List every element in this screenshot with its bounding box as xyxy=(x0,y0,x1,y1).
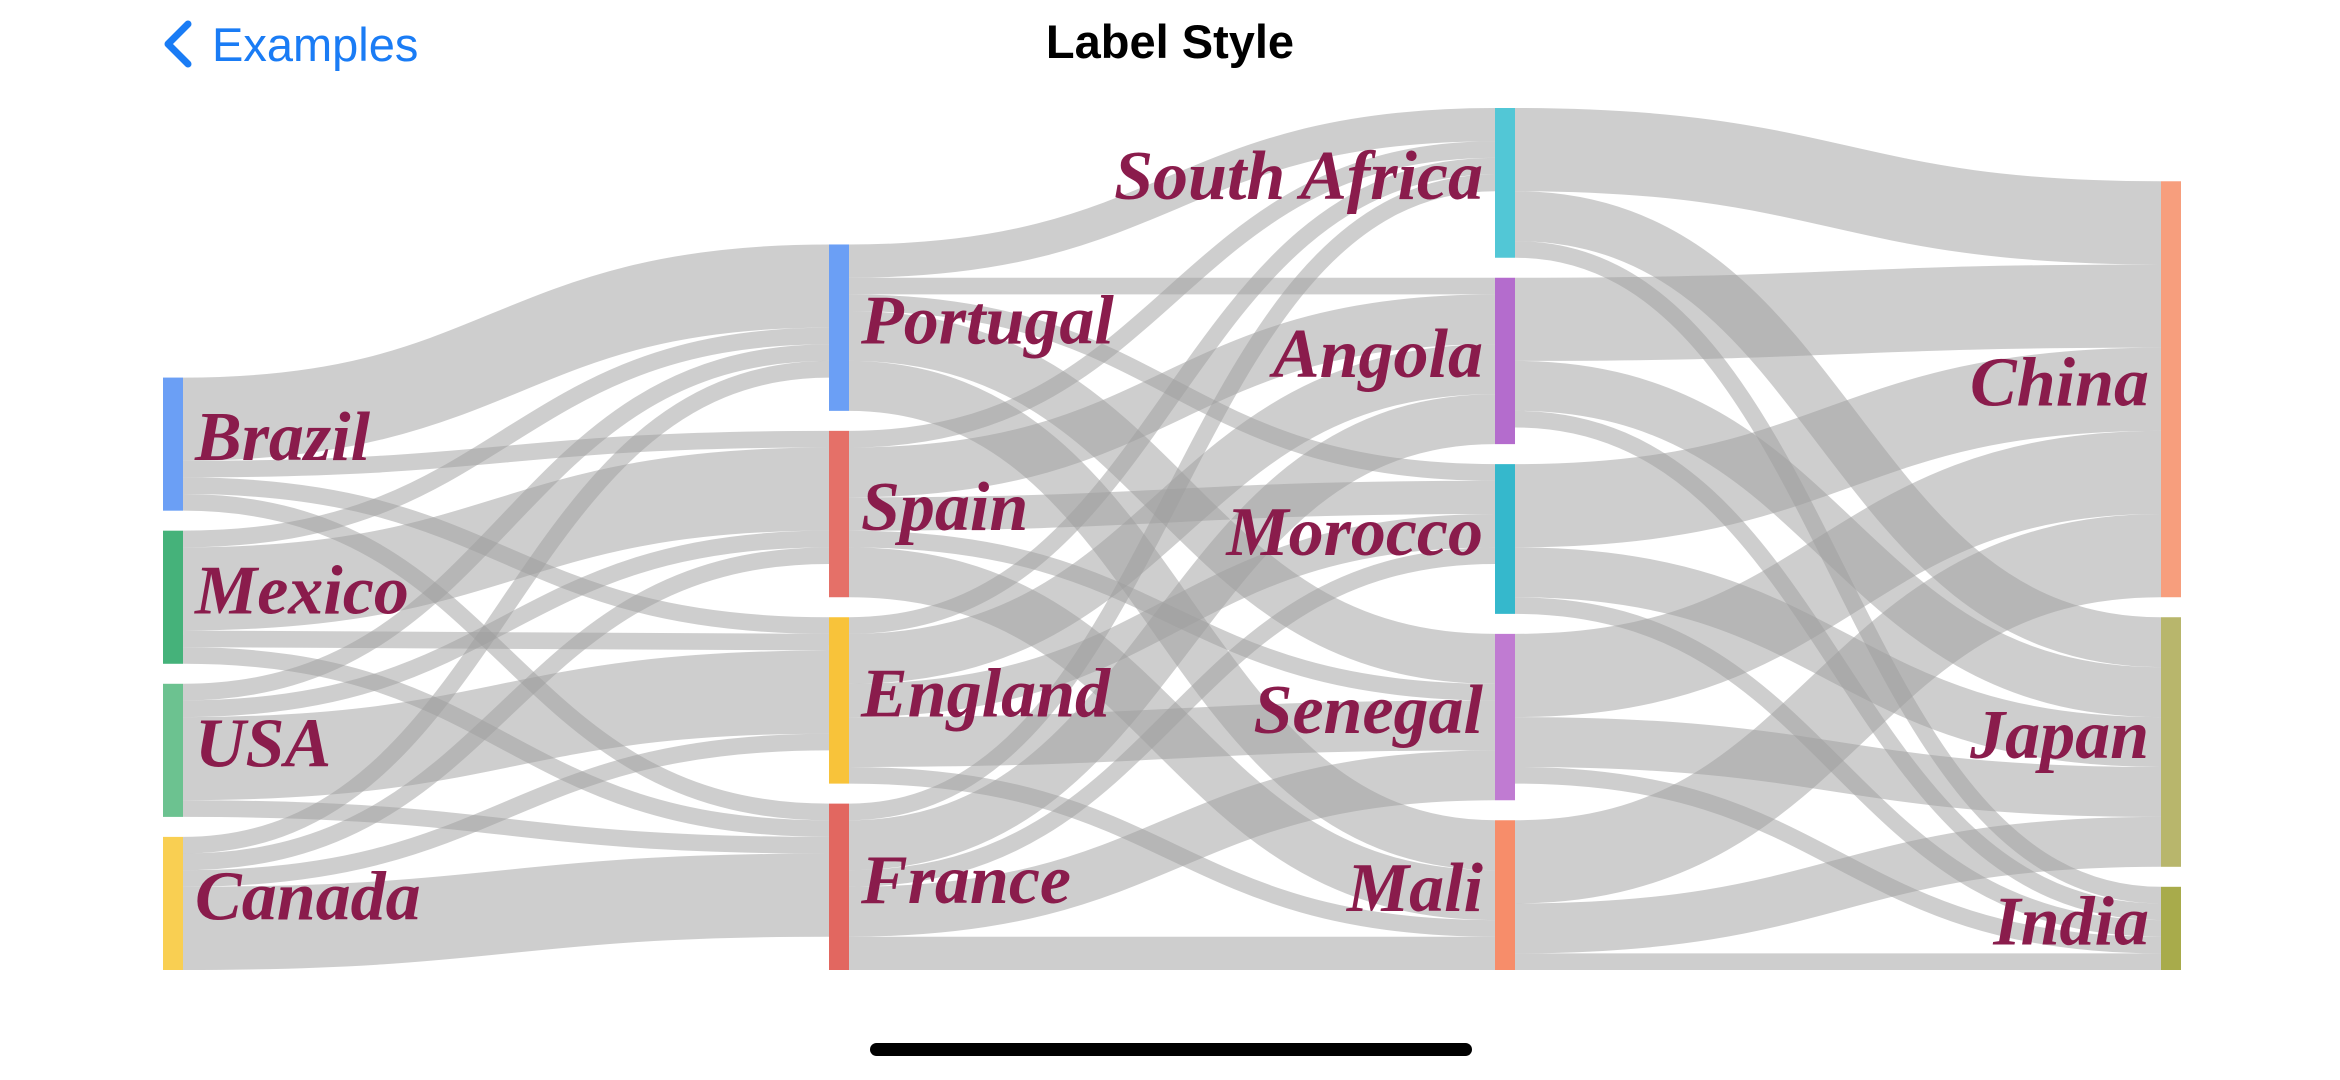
node-label-china: China xyxy=(1970,344,2149,421)
link-mexico-england xyxy=(182,630,830,651)
node-south-africa xyxy=(1495,108,1515,258)
node-label-japan: Japan xyxy=(1969,697,2149,774)
node-japan xyxy=(2161,617,2181,867)
link-canada-france xyxy=(182,853,830,970)
node-england xyxy=(829,617,849,784)
node-label-france: France xyxy=(860,842,1071,919)
node-india xyxy=(2161,886,2181,970)
link-senegal-japan xyxy=(1514,717,2162,817)
node-label-canada: Canada xyxy=(195,859,421,936)
node-label-england: England xyxy=(860,655,1111,732)
node-spain xyxy=(829,430,849,598)
node-label-mexico: Mexico xyxy=(194,552,409,629)
node-france xyxy=(829,803,849,970)
node-morocco xyxy=(1495,464,1515,614)
link-senegal-china xyxy=(1514,430,2162,718)
link-usa-england xyxy=(182,650,830,801)
link-canada-england xyxy=(182,733,830,887)
back-label: Examples xyxy=(212,17,419,71)
chevron-left-icon xyxy=(164,20,192,68)
node-label-mali: Mali xyxy=(1346,850,1484,927)
link-canada-spain xyxy=(182,547,830,871)
node-usa xyxy=(163,683,183,817)
link-angola-china xyxy=(1514,264,2162,361)
link-brazil-portugal xyxy=(182,244,830,461)
link-france-senegal xyxy=(848,750,1496,937)
links-layer xyxy=(182,107,2162,971)
link-canada-portugal xyxy=(182,360,830,854)
node-label-spain: Spain xyxy=(861,469,1028,546)
node-mexico xyxy=(163,530,183,664)
link-south-africa-china xyxy=(1514,108,2162,265)
home-indicator[interactable] xyxy=(870,1043,1472,1056)
labels-layer: Brazil Mexico USA Canada Portugal Spain Englan… xyxy=(194,138,2149,961)
link-portugal-south-africa xyxy=(848,107,1496,278)
link-mali-china xyxy=(1514,514,2162,904)
node-label-senegal: Senegal xyxy=(1254,672,1484,749)
nodes-layer xyxy=(163,108,2181,970)
node-mali xyxy=(1495,820,1515,970)
node-label-portugal: Portugal xyxy=(860,283,1114,360)
node-label-morocco: Morocco xyxy=(1225,494,1483,571)
node-label-angola: Angola xyxy=(1269,316,1483,393)
node-senegal xyxy=(1495,633,1515,801)
node-brazil xyxy=(163,377,183,511)
link-brazil-spain xyxy=(182,430,830,478)
link-france-angola xyxy=(848,394,1496,871)
link-england-senegal xyxy=(848,700,1496,767)
node-label-usa: USA xyxy=(195,705,331,782)
link-mexico-spain xyxy=(182,447,830,631)
node-angola xyxy=(1495,277,1515,445)
node-canada xyxy=(163,836,183,970)
link-mexico-portugal xyxy=(182,327,830,548)
link-usa-spain xyxy=(182,530,830,718)
node-label-brazil: Brazil xyxy=(194,399,371,476)
node-portugal xyxy=(829,244,849,411)
link-mali-japan xyxy=(1514,816,2162,954)
link-england-south-africa xyxy=(848,157,1496,634)
back-button[interactable]: Examples xyxy=(160,12,418,76)
link-france-south-africa xyxy=(848,174,1496,821)
node-label-south-africa: South Africa xyxy=(1114,138,1483,215)
link-morocco-china xyxy=(1514,347,2162,548)
link-usa-portugal xyxy=(182,344,830,701)
node-label-india: India xyxy=(1992,883,2149,960)
page-title: Label Style xyxy=(1045,15,1295,68)
node-china xyxy=(2161,181,2181,598)
link-spain-south-africa xyxy=(848,141,1496,448)
link-france-morocco xyxy=(848,547,1496,887)
